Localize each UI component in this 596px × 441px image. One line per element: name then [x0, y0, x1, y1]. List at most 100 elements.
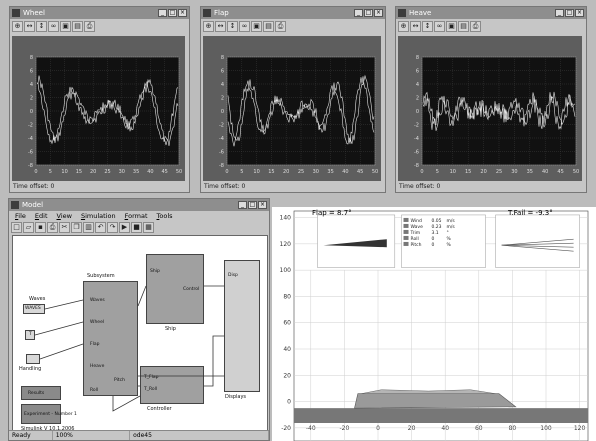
menu-simulation[interactable]: Simulation [80, 212, 116, 220]
cut-icon[interactable]: ✂ [59, 222, 70, 233]
new-icon[interactable]: □ [11, 222, 22, 233]
copy-icon[interactable]: ❐ [71, 222, 82, 233]
time-offset: Time offset: 0 [204, 183, 245, 190]
redo-icon[interactable]: ↷ [107, 222, 118, 233]
scope-toolbar: ⊕ ↔ ↕ ∞ ▣ ▤ ⎙ [203, 21, 286, 34]
save-icon[interactable]: ▪ [35, 222, 46, 233]
minimize-icon[interactable]: _ [354, 9, 363, 17]
zoom-in-icon[interactable]: ⊕ [12, 21, 23, 32]
time-offset-value: 0 [50, 183, 55, 190]
display-block-label: Displays [225, 394, 247, 400]
print-icon[interactable]: ⎙ [470, 21, 481, 32]
print-icon[interactable]: ⎙ [47, 222, 58, 233]
zoom-x-icon[interactable]: ↔ [24, 21, 35, 32]
readout-unit: m/s [447, 224, 456, 230]
port-ship: Ship [150, 269, 160, 274]
binoculars-icon[interactable]: ∞ [239, 21, 250, 32]
readout-label: Roll [411, 236, 419, 242]
readout-label: Wave [411, 224, 424, 230]
maximize-icon[interactable]: □ [565, 9, 574, 17]
scope-title: Wheel [23, 9, 45, 17]
undo-icon[interactable]: ↶ [95, 222, 106, 233]
close-icon[interactable]: × [374, 9, 383, 17]
menu-edit[interactable]: Edit [34, 212, 48, 220]
minimize-icon[interactable]: _ [158, 9, 167, 17]
scope-y-tick: -8 [219, 163, 224, 169]
model-canvas[interactable]: Waves WAVES T Handling Waves Wheel Flap … [12, 235, 268, 432]
scope-y-tick: -6 [414, 150, 419, 156]
zoom-y-icon[interactable]: ↕ [36, 21, 47, 32]
model-titlebar[interactable]: Model _ □ × [9, 199, 269, 211]
port-flap: Flap [90, 342, 100, 347]
time-offset-label: Time offset: [13, 183, 49, 190]
menu-format[interactable]: Format [124, 212, 148, 220]
subsystem-block[interactable]: Waves Wheel Flap Heave Pitch Roll [83, 281, 138, 396]
open-icon[interactable]: ▱ [23, 222, 34, 233]
time-offset: Time offset: 0 [399, 183, 440, 190]
zoom-in-icon[interactable]: ⊕ [203, 21, 214, 32]
minimize-icon[interactable]: _ [238, 201, 247, 209]
save-axes-icon[interactable]: ▤ [263, 21, 274, 32]
controller-block[interactable]: T_Flap T_Roll [140, 366, 204, 404]
minimize-icon[interactable]: _ [555, 9, 564, 17]
close-icon[interactable]: × [575, 9, 584, 17]
autoscale-icon[interactable]: ▣ [60, 21, 71, 32]
zoom-x-icon[interactable]: ↔ [410, 21, 421, 32]
zoom-x-icon[interactable]: ↔ [215, 21, 226, 32]
play-icon[interactable]: ▶ [119, 222, 130, 233]
autoscale-icon[interactable]: ▣ [446, 21, 457, 32]
library-icon[interactable]: ▦ [143, 222, 154, 233]
handling-block[interactable] [26, 354, 40, 364]
close-icon[interactable]: × [258, 201, 267, 209]
time-offset: Time offset: 0 [13, 183, 54, 190]
paste-icon[interactable]: ▥ [83, 222, 94, 233]
scope-x-tick: 25 [496, 169, 502, 175]
animation-y-tick: 60 [283, 320, 291, 327]
step-block[interactable]: T [25, 330, 35, 340]
scope-x-tick: 25 [298, 169, 304, 175]
experiment-button[interactable]: Experiment - Number 1 [21, 404, 77, 424]
maximize-icon[interactable]: □ [248, 201, 257, 209]
scope-window-heave: Heave _ □ × ⊕ ↔ ↕ ∞ ▣ ▤ ⎙ 0 5 10 15 20 25 30 35 40 45 50… [395, 6, 587, 193]
readout-label: Wind [411, 218, 422, 224]
scope-trace [36, 81, 179, 146]
menu-tools[interactable]: Tools [156, 212, 173, 220]
close-icon[interactable]: × [178, 9, 187, 17]
readout-swatch [403, 229, 409, 234]
print-icon[interactable]: ⎙ [84, 21, 95, 32]
zoom-y-icon[interactable]: ↕ [227, 21, 238, 32]
binoculars-icon[interactable]: ∞ [434, 21, 445, 32]
zoom-in-icon[interactable]: ⊕ [398, 21, 409, 32]
zoom-y-icon[interactable]: ↕ [422, 21, 433, 32]
autoscale-icon[interactable]: ▣ [251, 21, 262, 32]
scope-y-tick: -8 [28, 163, 33, 169]
scope-titlebar[interactable]: Wheel _ □ × [10, 7, 189, 19]
scope-y-tick: 8 [221, 55, 224, 61]
scope-titlebar[interactable]: Heave _ □ × [396, 7, 586, 19]
menu-file[interactable]: File [15, 212, 26, 220]
signal-line [112, 395, 141, 412]
binoculars-icon[interactable]: ∞ [48, 21, 59, 32]
animation-x-tick: 20 [408, 425, 416, 432]
model-window: Model _ □ × File Edit View Simulation Fo… [8, 198, 270, 441]
maximize-icon[interactable]: □ [364, 9, 373, 17]
scope-x-tick: 35 [133, 169, 139, 175]
scope-y-tick: 4 [416, 82, 419, 88]
scope-x-tick: 0 [225, 169, 228, 175]
display-block[interactable]: Disp [224, 260, 260, 392]
scope-x-tick: 15 [465, 169, 471, 175]
results-button[interactable]: Results [21, 386, 61, 400]
menu-view[interactable]: View [56, 212, 72, 220]
stop-icon[interactable]: ■ [131, 222, 142, 233]
scope-x-tick: 10 [61, 169, 67, 175]
save-axes-icon[interactable]: ▤ [458, 21, 469, 32]
scope-y-tick: 4 [30, 82, 33, 88]
maximize-icon[interactable]: □ [168, 9, 177, 17]
ship-block[interactable]: Ship Control [146, 254, 204, 324]
print-icon[interactable]: ⎙ [275, 21, 286, 32]
waves-block[interactable]: WAVES [23, 304, 45, 314]
scope-titlebar[interactable]: Flap _ □ × [201, 7, 385, 19]
save-axes-icon[interactable]: ▤ [72, 21, 83, 32]
signal-line [39, 343, 84, 360]
scope-window-wheel: Wheel _ □ × ⊕ ↔ ↕ ∞ ▣ ▤ ⎙ 0 5 10 15 20 25 30 35 40 45 50… [9, 6, 190, 193]
